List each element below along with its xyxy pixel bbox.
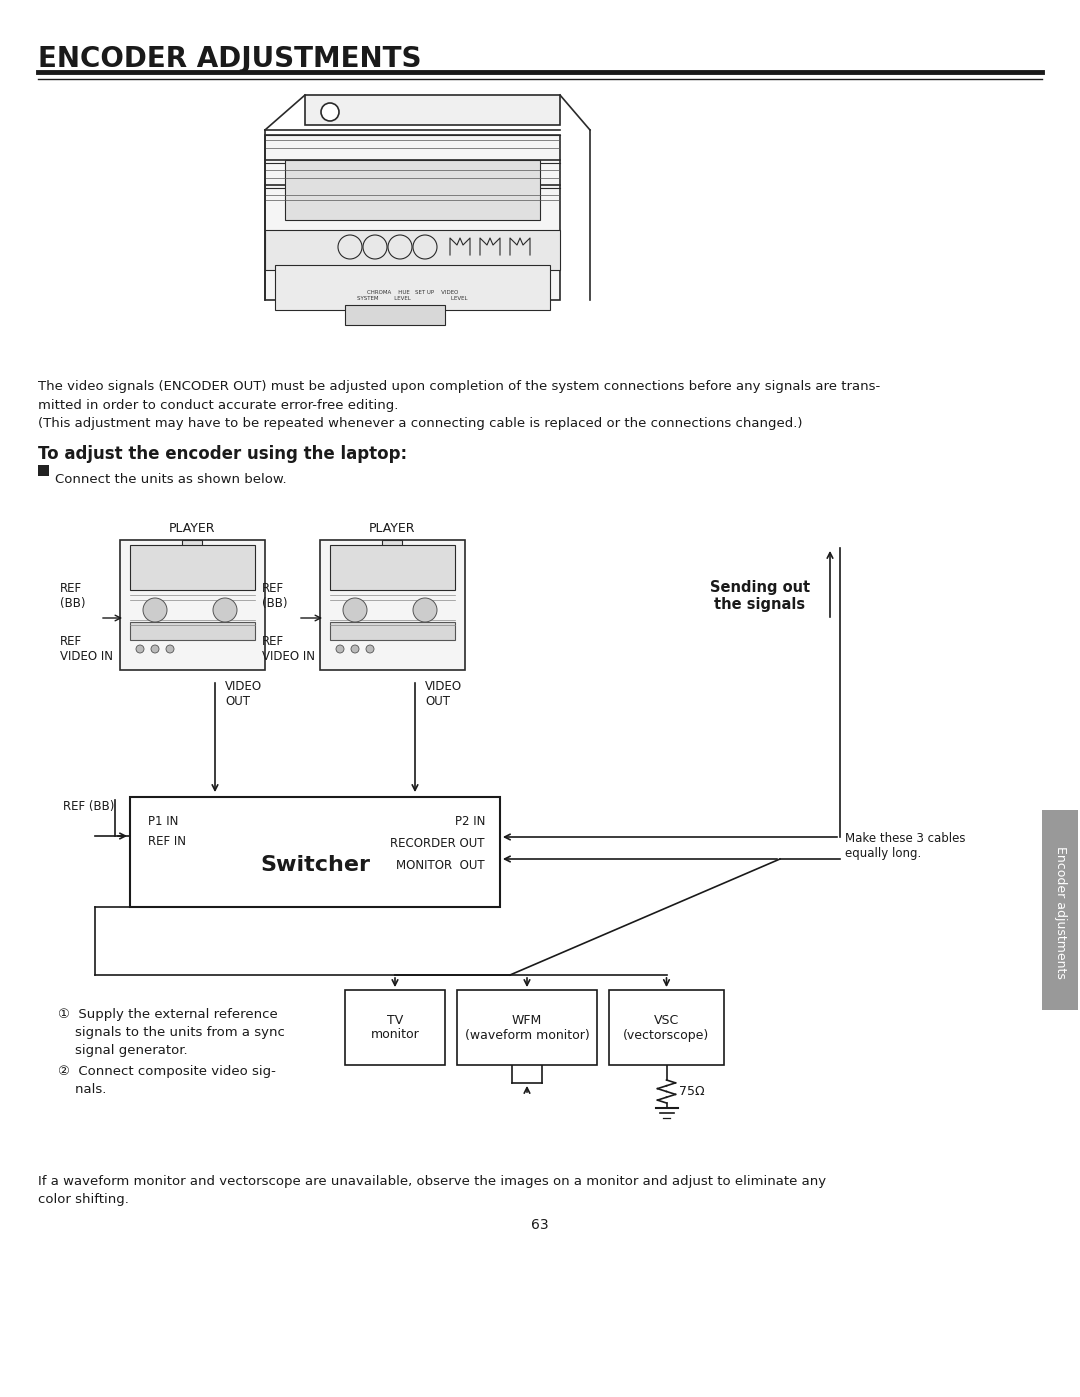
Text: Connect the units as shown below.: Connect the units as shown below. [55, 474, 286, 486]
Circle shape [413, 598, 437, 622]
Bar [609, 990, 724, 1065]
Bar [345, 305, 445, 326]
Bar [275, 265, 550, 310]
Circle shape [213, 598, 237, 622]
Bar [457, 990, 597, 1065]
Bar [345, 990, 445, 1065]
Text: REF
(BB): REF (BB) [262, 583, 287, 610]
Text: PLAYER: PLAYER [368, 522, 415, 535]
Text: To adjust the encoder using the laptop:: To adjust the encoder using the laptop: [38, 446, 407, 462]
Circle shape [136, 645, 144, 652]
Text: REF IN: REF IN [148, 835, 186, 848]
Bar [120, 541, 265, 671]
Circle shape [143, 598, 167, 622]
Text: TV
monitor: TV monitor [370, 1013, 419, 1042]
Text: The video signals (ENCODER OUT) must be adjusted upon completion of the system c: The video signals (ENCODER OUT) must be … [38, 380, 880, 430]
Text: ENCODER ADJUSTMENTS: ENCODER ADJUSTMENTS [38, 45, 421, 73]
Circle shape [366, 645, 374, 652]
Text: If a waveform monitor and vectorscope are unavailable, observe the images on a m: If a waveform monitor and vectorscope ar… [38, 1175, 826, 1206]
Polygon shape [305, 95, 561, 124]
Bar [265, 231, 561, 270]
Bar [38, 465, 49, 476]
Bar [285, 161, 540, 219]
Circle shape [351, 645, 359, 652]
Text: REF
VIDEO IN: REF VIDEO IN [60, 636, 113, 664]
Circle shape [343, 598, 367, 622]
Bar [130, 622, 255, 640]
Circle shape [166, 645, 174, 652]
Text: Make these 3 cables
equally long.: Make these 3 cables equally long. [845, 833, 966, 861]
Text: 63: 63 [531, 1218, 549, 1232]
Bar [330, 545, 455, 590]
Circle shape [363, 235, 387, 258]
Text: VSC
(vectorscope): VSC (vectorscope) [623, 1013, 710, 1042]
Circle shape [151, 645, 159, 652]
Text: REF
VIDEO IN: REF VIDEO IN [262, 636, 315, 664]
Text: Sending out
the signals: Sending out the signals [710, 580, 810, 612]
Bar [130, 545, 255, 590]
Bar [382, 541, 402, 550]
Circle shape [321, 103, 339, 122]
Text: RECORDER OUT: RECORDER OUT [391, 837, 485, 849]
Text: VIDEO
OUT: VIDEO OUT [225, 680, 262, 708]
Text: REF (BB): REF (BB) [63, 800, 114, 813]
Text: CHROMA    HUE   SET UP    VIDEO
SYSTEM         LEVEL                       LEVEL: CHROMA HUE SET UP VIDEO SYSTEM LEVEL LEV… [357, 291, 468, 302]
Circle shape [338, 235, 362, 258]
Text: MONITOR  OUT: MONITOR OUT [396, 859, 485, 872]
Bar [320, 541, 465, 671]
Text: REF
(BB): REF (BB) [60, 583, 85, 610]
Text: P1 IN: P1 IN [148, 814, 178, 828]
Bar [265, 136, 561, 300]
Circle shape [413, 235, 437, 258]
Text: Encoder adjustments: Encoder adjustments [1053, 845, 1067, 978]
Bar [330, 622, 455, 640]
Bar [183, 541, 202, 550]
Bar [1042, 810, 1078, 1010]
Text: ①  Supply the external reference
    signals to the units from a sync
    signal: ① Supply the external reference signals … [58, 1009, 285, 1058]
Bar [130, 798, 500, 907]
Text: ②  Connect composite video sig-
    nals.: ② Connect composite video sig- nals. [58, 1065, 275, 1097]
Text: Switcher: Switcher [260, 855, 370, 875]
Text: 75Ω: 75Ω [678, 1085, 704, 1098]
Text: PLAYER: PLAYER [168, 522, 215, 535]
Circle shape [336, 645, 345, 652]
Text: VIDEO
OUT: VIDEO OUT [426, 680, 462, 708]
Text: P2 IN: P2 IN [455, 814, 485, 828]
Text: WFM
(waveform monitor): WFM (waveform monitor) [464, 1013, 590, 1042]
Circle shape [388, 235, 411, 258]
